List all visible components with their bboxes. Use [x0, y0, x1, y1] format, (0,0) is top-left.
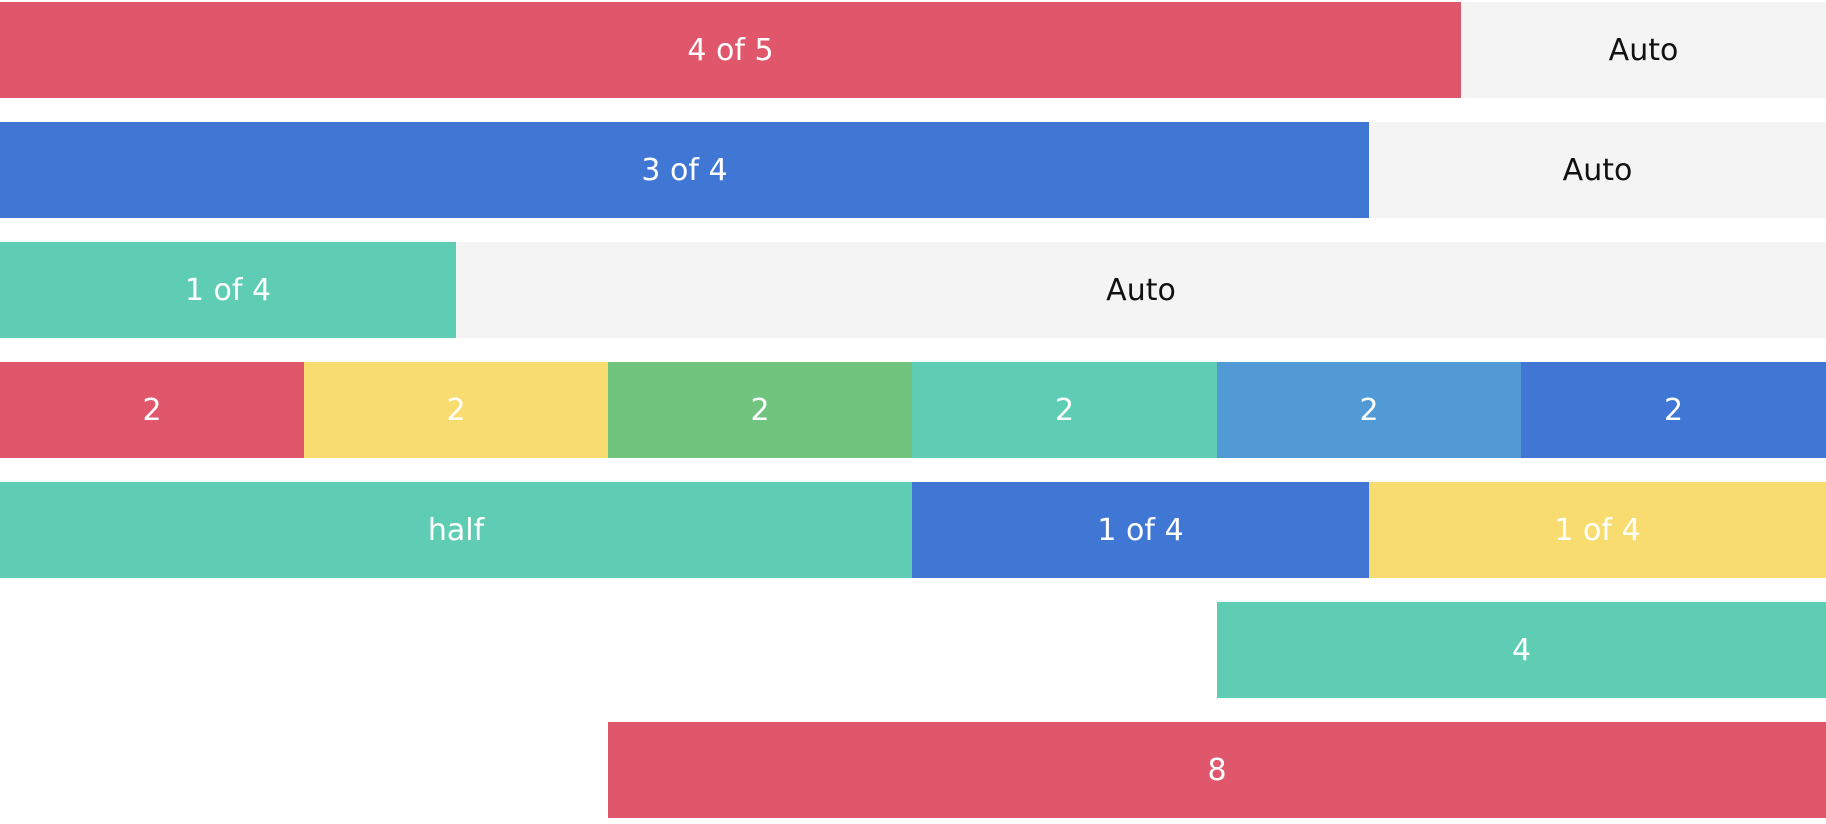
- grid-row-offset-4: 4: [0, 602, 1826, 698]
- grid-cell-2: 2: [304, 362, 608, 458]
- grid-cell-2: 2: [1217, 362, 1521, 458]
- grid-cell-4: 4: [1217, 602, 1826, 698]
- grid-cell-8: 8: [608, 722, 1826, 818]
- grid-cell-auto: Auto: [1461, 2, 1826, 98]
- grid-cell-half: half: [0, 482, 912, 578]
- grid-cell-2: 2: [608, 362, 912, 458]
- grid-cell-4-of-5: 4 of 5: [0, 2, 1461, 98]
- grid-cell-auto: Auto: [1369, 122, 1826, 218]
- grid-row-six-columns: 2 2 2 2 2 2: [0, 362, 1826, 458]
- grid-cell-2: 2: [0, 362, 304, 458]
- grid-row-1-of-4: 1 of 4 Auto: [0, 242, 1826, 338]
- grid-cell-2: 2: [912, 362, 1217, 458]
- grid-row-half-and-quarters: half 1 of 4 1 of 4: [0, 482, 1826, 578]
- grid-cell-1-of-4: 1 of 4: [1369, 482, 1826, 578]
- grid-cell-3-of-4: 3 of 4: [0, 122, 1369, 218]
- grid-row-offset-8: 8: [0, 722, 1826, 818]
- grid-cell-auto: Auto: [456, 242, 1826, 338]
- grid-cell-1-of-4: 1 of 4: [912, 482, 1369, 578]
- grid-cell-1-of-4: 1 of 4: [0, 242, 456, 338]
- grid-row-3-of-4: 3 of 4 Auto: [0, 122, 1826, 218]
- grid-cell-2: 2: [1521, 362, 1826, 458]
- grid-row-4-of-5: 4 of 5 Auto: [0, 2, 1826, 98]
